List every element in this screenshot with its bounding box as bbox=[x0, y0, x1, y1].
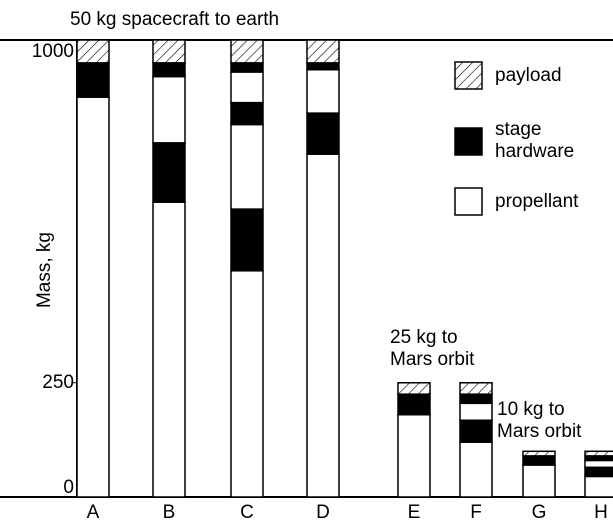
bar-segment bbox=[76, 96, 110, 498]
bar-segment bbox=[459, 441, 493, 498]
legend-label: stage hardware bbox=[495, 119, 574, 162]
bar-segment bbox=[230, 39, 264, 64]
x-tick-label: C bbox=[240, 502, 254, 523]
x-tick-label: G bbox=[532, 502, 547, 523]
bar-segment bbox=[397, 382, 431, 395]
legend-swatch bbox=[454, 187, 483, 216]
x-tick-label: E bbox=[408, 502, 421, 523]
annotation: 10 kg to bbox=[497, 399, 565, 420]
annotation: Mars orbit bbox=[390, 349, 475, 370]
bar-segment bbox=[230, 62, 264, 73]
bar-segment bbox=[522, 455, 556, 466]
x-tick-label: H bbox=[594, 502, 608, 523]
bar-segment bbox=[230, 101, 264, 126]
annotation: 25 kg to bbox=[390, 327, 458, 348]
legend-swatch bbox=[454, 127, 483, 156]
y-axis-label: Mass, kg bbox=[34, 232, 55, 308]
bar-segment bbox=[230, 123, 264, 210]
bar-segment bbox=[397, 393, 431, 416]
bar-segment bbox=[459, 382, 493, 395]
legend-label: propellant bbox=[495, 191, 579, 212]
x-tick-label: D bbox=[316, 502, 330, 523]
bar-segment bbox=[306, 112, 340, 156]
bar-segment bbox=[584, 475, 613, 498]
bar-segment bbox=[459, 402, 493, 421]
y-tick-label: 0 bbox=[63, 477, 74, 498]
legend-swatch bbox=[454, 61, 483, 90]
bar-segment bbox=[152, 75, 186, 144]
legend-label: payload bbox=[495, 65, 562, 86]
bar-segment bbox=[522, 450, 556, 457]
bar-segment bbox=[397, 413, 431, 498]
bar-segment bbox=[306, 153, 340, 498]
bar-segment bbox=[306, 39, 340, 64]
y-tick-label: 1000 bbox=[32, 41, 74, 62]
bar-segment bbox=[152, 62, 186, 78]
bar-segment bbox=[152, 39, 186, 64]
bar-segment bbox=[306, 68, 340, 114]
bar-segment bbox=[584, 466, 613, 478]
x-tick-label: F bbox=[470, 502, 482, 523]
bar-segment bbox=[522, 464, 556, 498]
bar-segment bbox=[152, 201, 186, 498]
x-tick-label: B bbox=[163, 502, 176, 523]
y-tick-label: 250 bbox=[42, 372, 74, 393]
bar-segment bbox=[76, 39, 110, 64]
bar-segment bbox=[152, 142, 186, 203]
bar-segment bbox=[459, 393, 493, 405]
bar-segment bbox=[230, 71, 264, 104]
bar-segment bbox=[584, 450, 613, 457]
x-tick-label: A bbox=[87, 502, 100, 523]
bar-segment bbox=[459, 419, 493, 443]
bar-segment bbox=[230, 270, 264, 498]
bar-segment bbox=[584, 459, 613, 469]
bar-segment bbox=[306, 62, 340, 71]
chart-title: 50 kg spacecraft to earth bbox=[70, 9, 279, 30]
bar-segment bbox=[76, 62, 110, 98]
annotation: Mars orbit bbox=[497, 421, 582, 442]
bar-segment bbox=[230, 208, 264, 272]
